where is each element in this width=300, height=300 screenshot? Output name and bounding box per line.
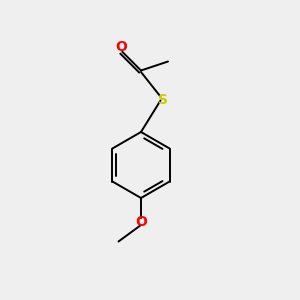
Text: S: S xyxy=(158,93,168,107)
Text: O: O xyxy=(115,40,127,54)
Text: O: O xyxy=(135,215,147,229)
